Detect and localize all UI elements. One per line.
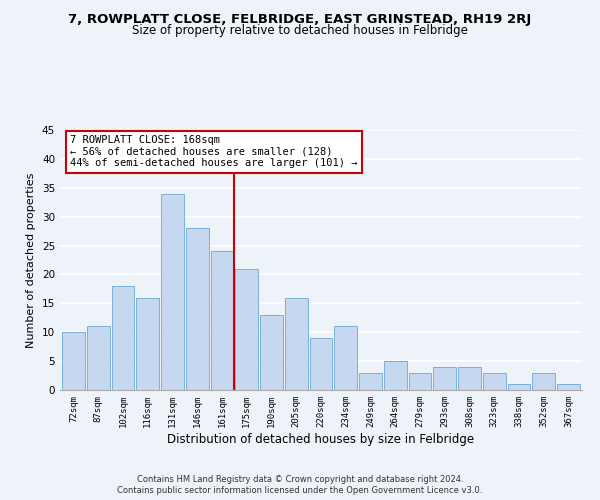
- Bar: [557, 384, 580, 390]
- Bar: [384, 361, 407, 390]
- Y-axis label: Number of detached properties: Number of detached properties: [26, 172, 37, 348]
- Bar: [483, 372, 506, 390]
- Bar: [359, 372, 382, 390]
- Text: 7, ROWPLATT CLOSE, FELBRIDGE, EAST GRINSTEAD, RH19 2RJ: 7, ROWPLATT CLOSE, FELBRIDGE, EAST GRINS…: [68, 12, 532, 26]
- Text: 7 ROWPLATT CLOSE: 168sqm
← 56% of detached houses are smaller (128)
44% of semi-: 7 ROWPLATT CLOSE: 168sqm ← 56% of detach…: [70, 135, 358, 168]
- Bar: [260, 315, 283, 390]
- X-axis label: Distribution of detached houses by size in Felbridge: Distribution of detached houses by size …: [167, 432, 475, 446]
- Bar: [334, 326, 357, 390]
- Bar: [136, 298, 159, 390]
- Bar: [532, 372, 555, 390]
- Bar: [112, 286, 134, 390]
- Bar: [508, 384, 530, 390]
- Bar: [62, 332, 85, 390]
- Bar: [310, 338, 332, 390]
- Bar: [409, 372, 431, 390]
- Text: Size of property relative to detached houses in Felbridge: Size of property relative to detached ho…: [132, 24, 468, 37]
- Bar: [235, 268, 258, 390]
- Bar: [285, 298, 308, 390]
- Bar: [458, 367, 481, 390]
- Text: Contains HM Land Registry data © Crown copyright and database right 2024.: Contains HM Land Registry data © Crown c…: [137, 475, 463, 484]
- Text: Contains public sector information licensed under the Open Government Licence v3: Contains public sector information licen…: [118, 486, 482, 495]
- Bar: [211, 252, 233, 390]
- Bar: [433, 367, 456, 390]
- Bar: [186, 228, 209, 390]
- Bar: [87, 326, 110, 390]
- Bar: [161, 194, 184, 390]
